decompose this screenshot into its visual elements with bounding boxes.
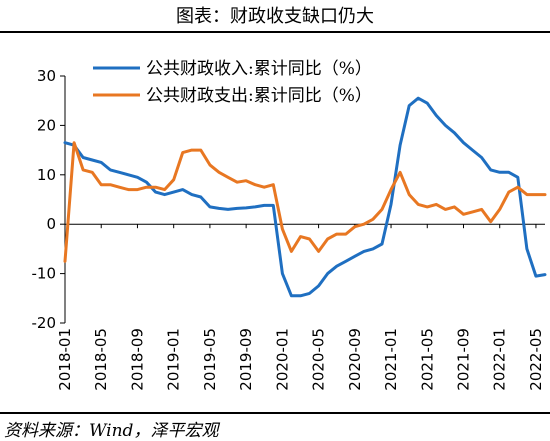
series-line-revenue [63,96,547,298]
x-tick-label: 2021-01 [382,328,400,391]
line-chart: -20 -10 0 10 20 30 2018-01 2018-05 2018-09 2019-0… [32,59,547,391]
x-tick-label: 2018-09 [128,328,146,391]
chart-axes: -20 -10 0 10 20 30 2018-01 2018-05 2018-09 2019-0… [32,67,545,391]
x-tick-label: 2022-05 [527,328,545,391]
x-tick-label: 2019-05 [201,328,219,391]
source-rule [0,412,550,414]
x-tick-label: 2020-09 [346,328,364,391]
x-tick-label: 2021-05 [418,328,436,391]
x-tick-label: 2018-05 [92,328,110,391]
y-tick-label: 10 [37,166,56,184]
x-tick-label: 2018-01 [56,328,74,391]
chart-legend: 公共财政收入:累计同比（%） 公共财政支出:累计同比（%） [93,59,372,106]
x-tick-label: 2019-01 [165,328,183,391]
chart-series [63,96,547,298]
series-line-expenditure [63,141,547,263]
y-tick-label: 20 [37,116,56,134]
x-tick-label: 2021-09 [454,328,472,391]
legend-label: 公共财政收入:累计同比（%） [146,59,372,79]
legend-label: 公共财政支出:累计同比（%） [146,86,372,106]
y-tick-label: -20 [32,314,57,332]
x-tick-label: 2020-05 [310,328,328,391]
x-tick-label: 2022-01 [491,328,509,391]
title-rule [0,31,550,33]
y-tick-label: -10 [32,265,57,283]
x-tick-label: 2019-09 [237,328,255,391]
source-note: 资料来源：Wind，泽平宏观 [4,421,219,441]
y-tick-label: 30 [37,67,56,85]
y-tick-label: 0 [46,215,56,233]
x-tick-label: 2020-01 [273,328,291,391]
chart-title: 图表：财政收支缺口仍大 [176,6,374,27]
